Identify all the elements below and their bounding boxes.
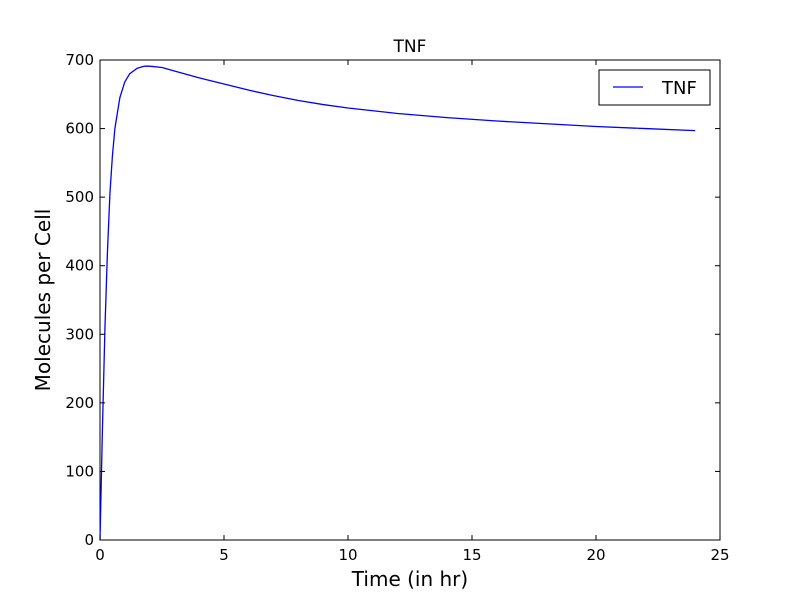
legend: TNF xyxy=(598,69,711,106)
y-tick-label: 500 xyxy=(65,188,94,206)
chart-title: TNF xyxy=(393,37,427,57)
legend-label: TNF xyxy=(661,78,697,99)
plot-frame xyxy=(99,59,721,541)
y-tick-label: 400 xyxy=(65,257,94,275)
y-tick-label: 700 xyxy=(65,51,94,69)
x-tick-label: 20 xyxy=(586,546,605,564)
y-tick-label: 300 xyxy=(65,325,94,343)
legend-frame xyxy=(598,69,711,106)
y-axis-ticks: 0 100 200 300 400 500 600 700 xyxy=(65,51,720,549)
x-axis-label: Time (in hr) xyxy=(351,567,468,591)
y-tick-label: 200 xyxy=(65,394,94,412)
x-tick-label: 10 xyxy=(338,546,357,564)
x-tick-label: 25 xyxy=(710,546,729,564)
y-tick-label: 600 xyxy=(65,120,94,138)
y-axis-label: Molecules per Cell xyxy=(31,209,55,392)
plot-area xyxy=(99,59,721,541)
x-axis-ticks: 0 5 10 15 20 25 xyxy=(95,60,730,564)
x-tick-label: 15 xyxy=(462,546,481,564)
series-line-tnf xyxy=(99,65,696,541)
x-tick-label: 0 xyxy=(95,546,105,564)
x-tick-label: 5 xyxy=(219,546,229,564)
y-tick-label: 100 xyxy=(65,462,94,480)
y-tick-label: 0 xyxy=(84,531,94,549)
